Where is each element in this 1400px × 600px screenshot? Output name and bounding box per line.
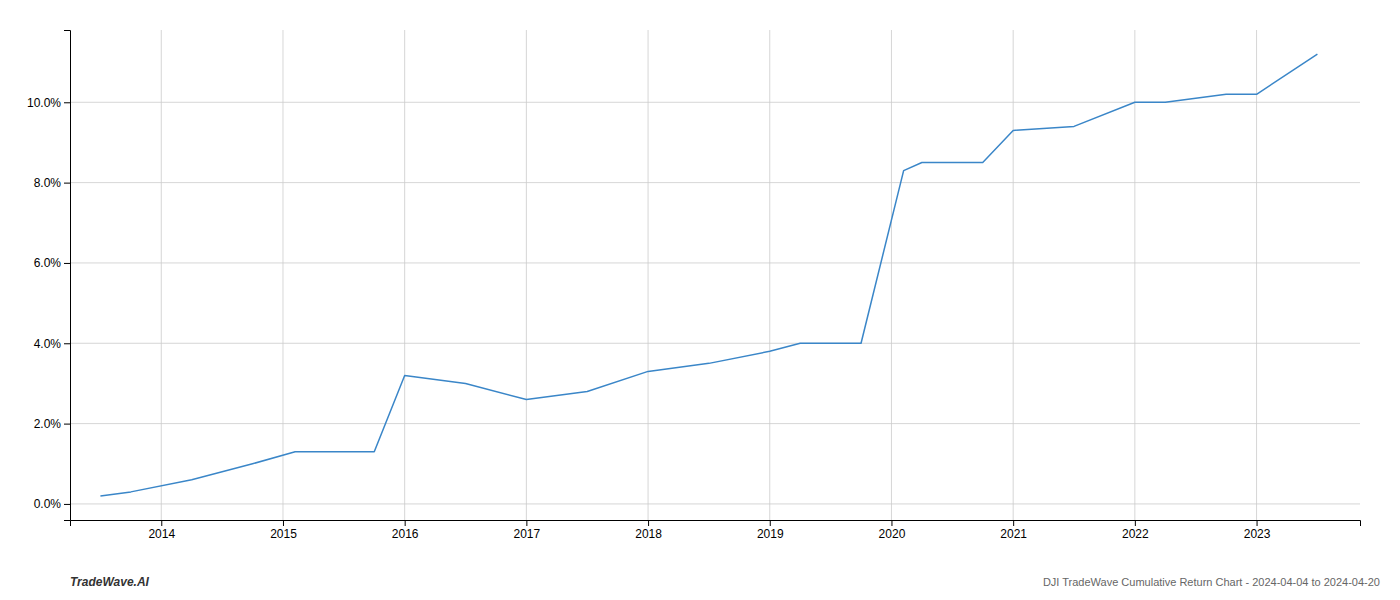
tick: 8.0% (34, 176, 70, 190)
grid-line (70, 343, 1360, 344)
tick-label: 2023 (1244, 527, 1271, 541)
tick-mark (1135, 520, 1136, 526)
tick-label: 2016 (392, 527, 419, 541)
grid-line (648, 30, 649, 520)
grid-line (404, 30, 405, 520)
tick-label: 0.0% (34, 497, 62, 511)
tick-label: 2017 (514, 527, 541, 541)
tick: 2020 (879, 520, 906, 541)
tick: 2017 (514, 520, 541, 541)
axis-line (64, 31, 71, 521)
tick-label: 2020 (879, 527, 906, 541)
tick: 4.0% (34, 337, 70, 351)
tick-label: 2014 (148, 527, 175, 541)
tick: 2021 (1000, 520, 1027, 541)
tick-mark (64, 504, 70, 505)
tick: 2018 (635, 520, 662, 541)
plot-area (100, 54, 1317, 496)
tick-mark (1013, 520, 1014, 526)
grid-line (1256, 30, 1257, 520)
tick: 2014 (148, 520, 175, 541)
chart: 2014 2015 2016 2017 2018 2019 2020 2021 2022 2023… (0, 0, 1400, 600)
tick-mark (648, 520, 649, 526)
grid-line (891, 30, 892, 520)
grid-line (526, 30, 527, 520)
tick-label: 2015 (270, 527, 297, 541)
tick: 2022 (1122, 520, 1149, 541)
grid-line (161, 30, 162, 520)
tick: 10.0% (27, 96, 70, 110)
watermark: TradeWave.AI (70, 575, 150, 589)
grid-line (769, 30, 770, 520)
tick-label: 10.0% (27, 96, 61, 110)
axis-line (71, 521, 1361, 527)
tick-label: 2021 (1000, 527, 1027, 541)
tick: 6.0% (34, 256, 70, 270)
grid-line (1134, 30, 1135, 520)
tick-mark (526, 520, 527, 526)
grid-line (70, 503, 1360, 504)
grid-line (70, 262, 1360, 263)
tick-mark (161, 520, 162, 526)
grid (70, 30, 1360, 520)
tick-label: 6.0% (34, 256, 62, 270)
title: DJI TradeWave Cumulative Return Chart - … (1043, 576, 1380, 588)
tick-mark (891, 520, 892, 526)
tick-label: 2019 (757, 527, 784, 541)
tick-label: 8.0% (34, 176, 62, 190)
tick-mark (64, 424, 70, 425)
tick-mark (770, 520, 771, 526)
grid-line (1013, 30, 1014, 520)
tick-label: 2022 (1122, 527, 1149, 541)
tick-mark (64, 102, 70, 103)
tick-label: 2018 (635, 527, 662, 541)
tick: 2016 (392, 520, 419, 541)
tick-label: 4.0% (34, 337, 62, 351)
grid-line (70, 423, 1360, 424)
tick: 2023 (1244, 520, 1271, 541)
tick-label: 2.0% (34, 417, 62, 431)
tick: 0.0% (34, 497, 70, 511)
tick-mark (1257, 520, 1258, 526)
tick-mark (64, 343, 70, 344)
tick: 2019 (757, 520, 784, 541)
line (100, 54, 1317, 496)
tick-mark (64, 183, 70, 184)
grid-line (282, 30, 283, 520)
tick-mark (405, 520, 406, 526)
y-axis: 0.0% 2.0% 4.0% 6.0% 8.0% 10.0% (27, 31, 71, 521)
x-axis: 2014 2015 2016 2017 2018 2019 2020 2021 2022 2023 (71, 520, 1361, 541)
tick-mark (64, 263, 70, 264)
grid-line (70, 182, 1360, 183)
tick-mark (283, 520, 284, 526)
tick: 2015 (270, 520, 297, 541)
tick: 2.0% (34, 417, 70, 431)
